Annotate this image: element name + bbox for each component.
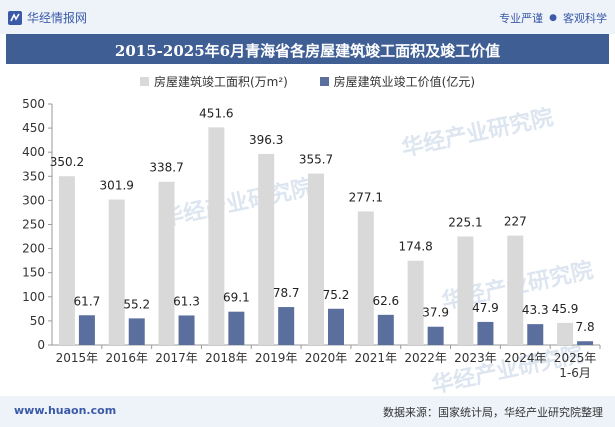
data-label-area: 350.2: [50, 155, 84, 169]
bar-area: [457, 236, 474, 345]
x-tick-label: 2021年: [355, 351, 398, 365]
slogan: 专业严谨 ● 客观科学: [499, 10, 607, 26]
legend-item-area: 房屋建筑竣工面积(万m²): [139, 73, 288, 90]
bar-area: [158, 181, 175, 345]
bar-value: [128, 318, 145, 345]
legend-swatch-area: [139, 77, 149, 86]
x-tick-label: 2015年: [56, 351, 99, 365]
data-label-area: 45.9: [552, 302, 579, 316]
bar-chart: 0 50 100 150 200 250 300 350 400 450 500 350.2 61.7 2…: [22, 97, 601, 380]
bar-value: [427, 326, 444, 345]
slogan-left: 专业严谨: [499, 12, 544, 25]
brand-name: 华经情报网: [27, 11, 88, 25]
data-label-value: 62.6: [372, 294, 399, 308]
legend-swatch-value: [319, 77, 329, 86]
bar-value: [78, 315, 95, 345]
top-bar: 华经情报网 专业严谨 ● 客观科学: [0, 0, 615, 34]
x-tick-label: 2017年: [155, 351, 198, 365]
data-label-area: 225.1: [448, 216, 482, 230]
legend-item-value: 房屋建筑业竣工价值(亿元): [319, 73, 476, 90]
data-label-value: 61.7: [74, 294, 101, 308]
bar-area: [407, 260, 424, 345]
bar-value: [527, 324, 544, 345]
data-source: 数据来源：国家统计局，华经产业研究院整理: [383, 406, 603, 419]
data-label-value: 61.3: [173, 294, 200, 308]
y-tick-label: 100: [22, 290, 45, 304]
data-label-area: 396.3: [249, 133, 283, 147]
data-label-area: 174.8: [398, 240, 432, 254]
title-bar: 2015-2025年6月青海省各房屋建筑竣工面积及竣工价值: [6, 34, 609, 64]
x-tick-label: 1-6月: [559, 366, 591, 380]
data-label-value: 78.7: [273, 286, 300, 300]
legend-label-area: 房屋建筑竣工面积(万m²): [153, 75, 288, 89]
bar-value: [178, 315, 195, 345]
y-tick-label: 50: [30, 314, 45, 328]
bar-area: [308, 173, 324, 345]
x-tick-label: 2020年: [305, 351, 348, 365]
bar-value: [328, 308, 344, 345]
x-tick-label: 2018年: [205, 351, 248, 365]
data-label-area: 355.7: [299, 153, 333, 167]
data-label-value: 55.2: [123, 297, 150, 311]
data-label-area: 301.9: [100, 178, 134, 192]
y-tick-label: 400: [22, 145, 45, 159]
data-label-area: 338.7: [149, 161, 183, 175]
bar-value: [228, 311, 245, 345]
y-tick-label: 200: [22, 242, 45, 256]
bar-area: [208, 127, 225, 345]
brand[interactable]: 华经情报网: [8, 9, 87, 26]
footer-bar: www.huaon.com 数据来源：国家统计局，华经产业研究院整理: [0, 396, 615, 427]
x-tick-label: 2019年: [255, 351, 298, 365]
y-tick-label: 350: [22, 169, 45, 183]
bar-area: [58, 176, 75, 345]
separator-dot-icon: ●: [549, 13, 557, 23]
bar-value: [377, 314, 394, 345]
bar-value: [577, 341, 594, 345]
x-tick-label: 2024年: [504, 351, 547, 365]
data-label-value: 37.9: [422, 306, 449, 320]
data-label-area: 227: [504, 215, 527, 229]
site-url[interactable]: www.huaon.com: [14, 404, 117, 417]
y-tick-label: 450: [22, 121, 45, 135]
bar-area: [258, 153, 275, 345]
x-tick-label: 2016年: [105, 351, 148, 365]
data-label-area: 277.1: [349, 190, 383, 204]
chart-legend: 房屋建筑竣工面积(万m²) 房屋建筑业竣工价值(亿元): [0, 73, 615, 90]
x-tick-label: 2023年: [454, 351, 497, 365]
data-label-area: 451.6: [199, 106, 233, 120]
bar-area: [557, 322, 574, 345]
data-label-value: 7.8: [576, 320, 595, 334]
y-tick-label: 150: [22, 266, 45, 280]
y-tick-label: 500: [22, 97, 45, 111]
bar-value: [477, 321, 494, 345]
legend-label-value: 房屋建筑业竣工价值(亿元): [333, 75, 476, 89]
huajing-logo-icon: [8, 10, 22, 25]
bar-area: [507, 235, 524, 345]
slogan-right: 客观科学: [563, 12, 607, 25]
x-tick-label: 2022年: [404, 351, 447, 365]
bar-area: [357, 211, 374, 345]
bar-value: [278, 307, 295, 345]
y-tick-label: 300: [22, 193, 45, 207]
chart-title: 2015-2025年6月青海省各房屋建筑竣工面积及竣工价值: [114, 42, 501, 60]
data-label-value: 43.3: [522, 303, 549, 317]
x-tick-label: 2025年: [554, 351, 597, 365]
data-label-value: 75.2: [323, 288, 350, 302]
y-tick-label: 0: [37, 338, 45, 352]
y-tick-label: 250: [22, 218, 45, 232]
data-label-value: 47.9: [472, 301, 499, 315]
data-label-value: 69.1: [223, 291, 250, 305]
bar-area: [108, 199, 125, 345]
